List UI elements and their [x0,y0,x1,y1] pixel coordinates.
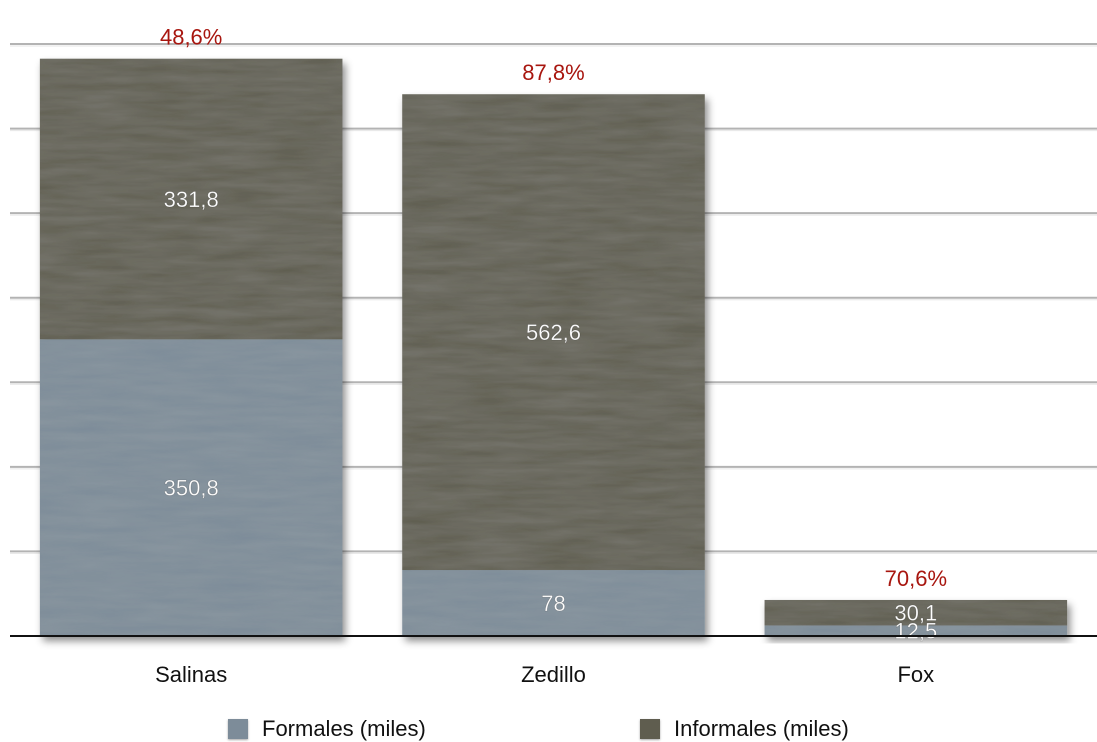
x-tick-label-salinas: Salinas [155,662,227,687]
top-label-zedillo: 87,8% [522,60,584,85]
legend: Formales (miles) Informales (miles) [0,716,1097,742]
data-label-informales-zedillo: 562,6 [526,320,581,345]
data-label-informales-fox: 30,1 [894,601,937,626]
bar-informales-zedillo [402,94,705,571]
legend-label-formales: Formales (miles) [262,716,426,741]
bar-formales-zedillo [402,570,705,636]
bar-stack-fox [764,599,1068,636]
data-label-formales-zedillo: 78 [541,591,565,616]
data-label-informales-salinas: 331,8 [164,187,219,212]
data-label-formales-fox: 12,5 [894,619,937,644]
bars [39,58,1068,636]
x-tick-labels: Salinas Zedillo Fox [155,662,934,687]
data-labels: 350,8 331,8 48,6% 78 562,6 87,8% 12,530,1 70,6% [160,25,947,644]
legend-swatch-formales [228,719,248,739]
legend-item-formales: Formales (miles) [228,716,426,742]
bar-informales-salinas [39,58,343,340]
legend-swatch-informales [640,719,660,739]
bar-stack-zedillo [402,94,705,636]
legend-item-informales: Informales (miles) [640,716,849,742]
bar-informales-fox [764,599,1068,626]
bar-stack-salinas [39,58,343,636]
top-label-salinas: 48,6% [160,25,222,50]
bar-formales-fox [764,625,1068,636]
top-label-fox: 70,6% [885,566,947,591]
x-tick-label-zedillo: Zedillo [521,662,586,687]
bar-formales-salinas [39,339,343,636]
legend-label-informales: Informales (miles) [674,716,849,741]
x-tick-label-fox: Fox [897,662,934,687]
data-label-formales-salinas: 350,8 [164,476,219,501]
